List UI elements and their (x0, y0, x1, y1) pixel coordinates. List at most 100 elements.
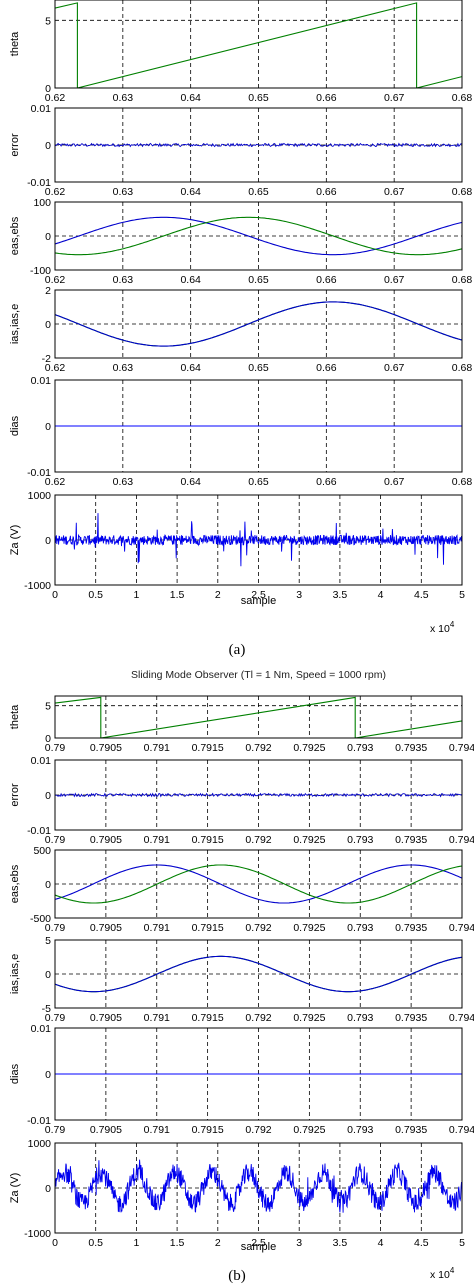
x-tick-label: 0.67 (384, 476, 405, 488)
x-tick-label: 2.5 (251, 589, 266, 601)
x-tick-label: 0.68 (452, 274, 473, 286)
subplot-iasiase: 0.62 0.63 0.64 0.65 0.66 0.67 0.68 -2 0 2 ias,ias,… (9, 285, 472, 374)
x-tick-label: 0.68 (452, 476, 473, 488)
y-axis-label: ias,ias,e (9, 304, 21, 344)
y-tick-label: 0.01 (31, 103, 52, 115)
x-tick-label: 0.791 (144, 922, 170, 934)
subplot-dias: 0.62 0.63 0.64 0.65 0.66 0.67 0.68 -0.01 0 0.01 di… (9, 375, 472, 488)
x-tick-label: 0.65 (248, 186, 269, 198)
axes-frame (54, 201, 463, 271)
series-line-2 (55, 216, 462, 256)
x-tick-label: 0.65 (248, 92, 269, 104)
x-tick-label: 0.793 (347, 1124, 373, 1136)
x-tick-label: 0.7905 (90, 922, 122, 934)
series-line-1 (55, 142, 462, 148)
x-tick-label: 5 (459, 589, 465, 601)
axes-frame (54, 289, 463, 359)
x-axis-label: sample (241, 1241, 276, 1253)
x-tick-label: 0.62 (45, 476, 66, 488)
x-tick-label: 0.5 (88, 589, 103, 601)
axes-frame (54, 0, 463, 89)
x-tick-label: 0.79 (45, 1124, 66, 1136)
x-tick-label: 0.792 (245, 834, 271, 846)
series-line-2 (55, 864, 462, 904)
y-axis-label: dias (9, 1063, 21, 1084)
y-tick-label: 0 (45, 1183, 51, 1195)
x-tick-label: 2 (215, 1237, 221, 1249)
x-tick-label: 0.791 (144, 742, 170, 754)
x-tick-label: 0.79 (45, 834, 66, 846)
x-tick-label: 0.7935 (395, 922, 427, 934)
y-tick-label: -1000 (24, 1228, 51, 1240)
x-tick-label: 3 (296, 589, 302, 601)
subplot-iasiase: 0.79 0.7905 0.791 0.7915 0.792 0.7925 0.793 0.7… (9, 935, 474, 1024)
chart-title: Sliding Mode Observer (Tl = 1 Nm, Speed … (131, 669, 386, 681)
x-multiplier: x 104 (430, 1266, 455, 1281)
x-tick-label: 0.794 (449, 922, 474, 934)
x-tick-label: 0.62 (45, 92, 66, 104)
series-line-1 (55, 696, 462, 738)
series-line-2 (55, 301, 462, 347)
subplot-dias: 0.79 0.7905 0.791 0.7915 0.792 0.7925 0.793 0.7… (9, 1023, 474, 1136)
x-tick-label: 0.62 (45, 274, 66, 286)
x-tick-label: 0.64 (180, 92, 201, 104)
x-tick-label: 0.68 (452, 186, 473, 198)
y-tick-label: 500 (33, 845, 51, 857)
x-tick-label: 0.793 (347, 1012, 373, 1024)
y-axis-label: dias (9, 415, 21, 436)
y-tick-label: 0 (45, 535, 51, 547)
x-tick-label: 0.7935 (395, 742, 427, 754)
x-tick-label: 0.65 (248, 476, 269, 488)
x-tick-label: 0.62 (45, 186, 66, 198)
y-axis-label: eas,ebs (9, 216, 21, 255)
subplot-error: 0.79 0.7905 0.791 0.7915 0.792 0.7925 0.793 0.7… (9, 755, 474, 846)
x-tick-label: 1 (133, 1237, 139, 1249)
x-tick-label: 0.65 (248, 362, 269, 374)
x-tick-label: 0.62 (45, 362, 66, 374)
subplot-easebs: 0.62 0.63 0.64 0.65 0.66 0.67 0.68 -100 0 100 eas,… (9, 197, 472, 286)
y-axis-label: ias,ias,e (9, 954, 21, 994)
x-tick-label: 0.79 (45, 922, 66, 934)
y-tick-label: -500 (30, 913, 51, 925)
x-tick-label: 0.67 (384, 274, 405, 286)
x-tick-label: 0.79 (45, 1012, 66, 1024)
x-tick-label: 0.7935 (395, 1012, 427, 1024)
x-tick-label: 0.794 (449, 1124, 474, 1136)
axes-frame (54, 107, 463, 183)
y-tick-label: 5 (45, 935, 51, 947)
y-tick-label: 0 (45, 140, 51, 152)
x-tick-label: 0.65 (248, 274, 269, 286)
series-line-1 (55, 864, 462, 904)
x-tick-label: 4.5 (414, 1237, 429, 1249)
subplot-theta: 0.62 0.63 0.64 0.65 0.66 0.67 0.68 0 5 theta (9, 0, 472, 104)
x-tick-label: 1 (133, 589, 139, 601)
x-tick-label: 0 (52, 589, 58, 601)
y-tick-label: 0.01 (31, 755, 52, 767)
x-tick-label: 0.794 (449, 1012, 474, 1024)
series-line-1 (55, 2, 462, 88)
subplot-theta: 0.79 0.7905 0.791 0.7915 0.792 0.7925 0.793 0.7… (9, 695, 474, 754)
series-group (55, 792, 462, 798)
x-tick-label: 0.63 (113, 274, 134, 286)
x-tick-label: 0.64 (180, 274, 201, 286)
x-tick-label: 4 (378, 1237, 384, 1249)
y-tick-label: -5 (42, 1003, 51, 1015)
x-tick-label: 0.792 (245, 1012, 271, 1024)
x-tick-label: 0.794 (449, 742, 474, 754)
y-tick-label: -100 (30, 265, 51, 277)
x-tick-label: 0.7915 (192, 1012, 224, 1024)
y-tick-label: 1000 (28, 490, 52, 502)
x-tick-label: 0.7925 (293, 1012, 325, 1024)
y-tick-label: 0 (45, 319, 51, 331)
x-tick-label: 1.5 (170, 589, 185, 601)
x-tick-label: 0.7935 (395, 834, 427, 846)
series-group (55, 2, 462, 88)
x-tick-label: 0.7935 (395, 1124, 427, 1136)
x-tick-label: 0.791 (144, 834, 170, 846)
series-group (55, 513, 462, 567)
y-tick-label: 100 (33, 197, 51, 209)
y-tick-label: 0 (45, 83, 51, 95)
x-tick-label: 0.63 (113, 476, 134, 488)
x-tick-label: 0.7915 (192, 742, 224, 754)
